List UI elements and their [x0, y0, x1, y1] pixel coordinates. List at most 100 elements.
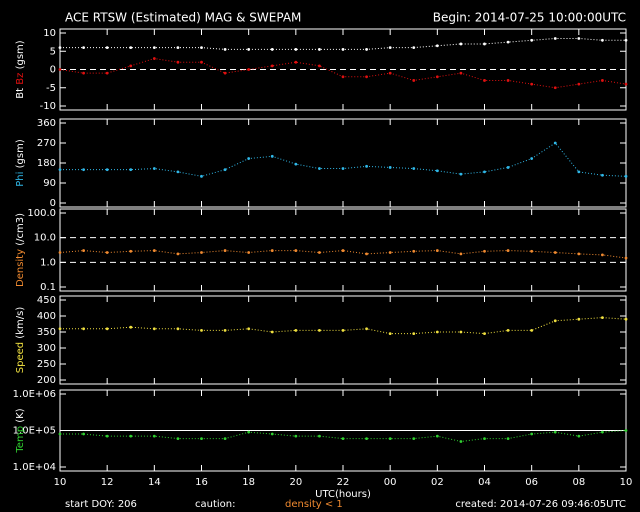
- data-point: [129, 46, 133, 49]
- data-point: [388, 332, 392, 335]
- data-point: [553, 319, 557, 323]
- panel-frame: [59, 295, 627, 385]
- data-point: [270, 432, 274, 436]
- data-point: [200, 437, 203, 440]
- data-point: [483, 332, 486, 335]
- series-line: [60, 37, 626, 50]
- y-tick-label: 1.0E+06: [13, 389, 56, 400]
- y-axis-label: Speed (km/s): [15, 307, 26, 374]
- x-tick-label: 12: [101, 477, 114, 488]
- y-axis-label: Bt Bz (gsm): [15, 40, 26, 98]
- y-tick-label: 0: [50, 65, 56, 76]
- data-point: [435, 249, 439, 252]
- data-point: [176, 327, 180, 331]
- data-point: [624, 38, 628, 42]
- data-point: [553, 430, 557, 434]
- legend-entry: Temp: [15, 426, 26, 454]
- data-point: [152, 57, 156, 60]
- legend-entry: Density: [15, 249, 26, 287]
- data-point: [483, 437, 486, 440]
- data-point: [577, 317, 581, 321]
- data-point: [506, 437, 510, 440]
- data-point: [601, 316, 604, 319]
- y-tick-label: 100.0: [27, 208, 56, 219]
- data-point: [82, 46, 85, 49]
- data-point: [435, 434, 439, 438]
- data-point: [388, 251, 392, 254]
- data-point: [553, 251, 557, 254]
- data-point: [553, 86, 557, 90]
- data-point: [506, 166, 510, 169]
- data-point: [82, 249, 85, 252]
- data-point: [129, 434, 133, 438]
- data-point: [318, 251, 321, 254]
- data-point: [270, 64, 274, 68]
- data-point: [341, 75, 345, 79]
- x-tick-label: 20: [289, 477, 302, 488]
- y-axis-label: Density (/cm3): [15, 213, 26, 287]
- data-point: [318, 434, 321, 438]
- data-point: [341, 167, 345, 170]
- density-note: density < 1: [285, 499, 343, 510]
- data-point: [601, 173, 604, 177]
- y-tick-label: 5: [50, 46, 56, 57]
- data-point: [601, 79, 604, 82]
- data-point: [577, 37, 581, 40]
- data-point: [530, 38, 534, 42]
- y-axis-unit: (K): [15, 408, 26, 422]
- data-point: [223, 249, 227, 252]
- data-point: [530, 329, 534, 332]
- data-point: [318, 64, 321, 68]
- x-axis-label: UTC(hours): [315, 489, 371, 500]
- data-point: [318, 167, 321, 170]
- x-tick-label: 22: [337, 477, 350, 488]
- x-tick-label: 08: [572, 477, 585, 488]
- y-tick-label: 10: [43, 28, 56, 39]
- data-point: [435, 44, 439, 48]
- data-point: [105, 434, 109, 438]
- data-point: [223, 329, 227, 332]
- data-point: [624, 82, 628, 86]
- x-tick-label: 10: [54, 477, 67, 488]
- y-tick-label: -10: [40, 101, 56, 112]
- data-point: [412, 249, 416, 253]
- data-point: [412, 167, 416, 170]
- data-point: [412, 437, 416, 440]
- data-point: [388, 46, 392, 49]
- start-doy: start DOY: 206: [65, 499, 137, 510]
- data-point: [270, 249, 274, 252]
- data-point: [506, 329, 510, 332]
- data-point: [129, 325, 133, 329]
- title: ACE RTSW (Estimated) MAG & SWEPAM: [65, 11, 301, 25]
- x-tick-label: 06: [525, 477, 538, 488]
- y-tick-label: 90: [43, 178, 56, 189]
- legend-entry: Speed: [15, 342, 26, 373]
- x-tick-label: 04: [478, 477, 491, 488]
- data-point: [341, 329, 345, 332]
- y-tick-label: 200: [37, 375, 56, 386]
- data-point: [294, 60, 298, 64]
- data-point: [105, 71, 109, 75]
- y-tick-label: 450: [37, 295, 56, 306]
- data-point: [105, 327, 109, 331]
- data-point: [223, 71, 227, 75]
- data-point: [459, 71, 463, 75]
- legend-entry: Bz: [15, 73, 26, 85]
- y-tick-label: 10.0: [34, 233, 56, 244]
- data-point: [459, 172, 463, 176]
- y-tick-label: 1.0: [40, 257, 56, 268]
- data-point: [247, 157, 251, 160]
- data-point: [105, 251, 109, 254]
- data-point: [506, 79, 510, 82]
- data-point: [294, 329, 298, 332]
- data-point: [58, 432, 62, 436]
- data-point: [483, 79, 486, 82]
- data-point: [129, 249, 133, 253]
- data-point: [200, 46, 203, 49]
- y-tick-label: 1.0E+05: [13, 426, 56, 437]
- data-point: [270, 48, 274, 51]
- data-point: [530, 157, 534, 160]
- series-line: [60, 142, 627, 177]
- data-point: [82, 327, 85, 331]
